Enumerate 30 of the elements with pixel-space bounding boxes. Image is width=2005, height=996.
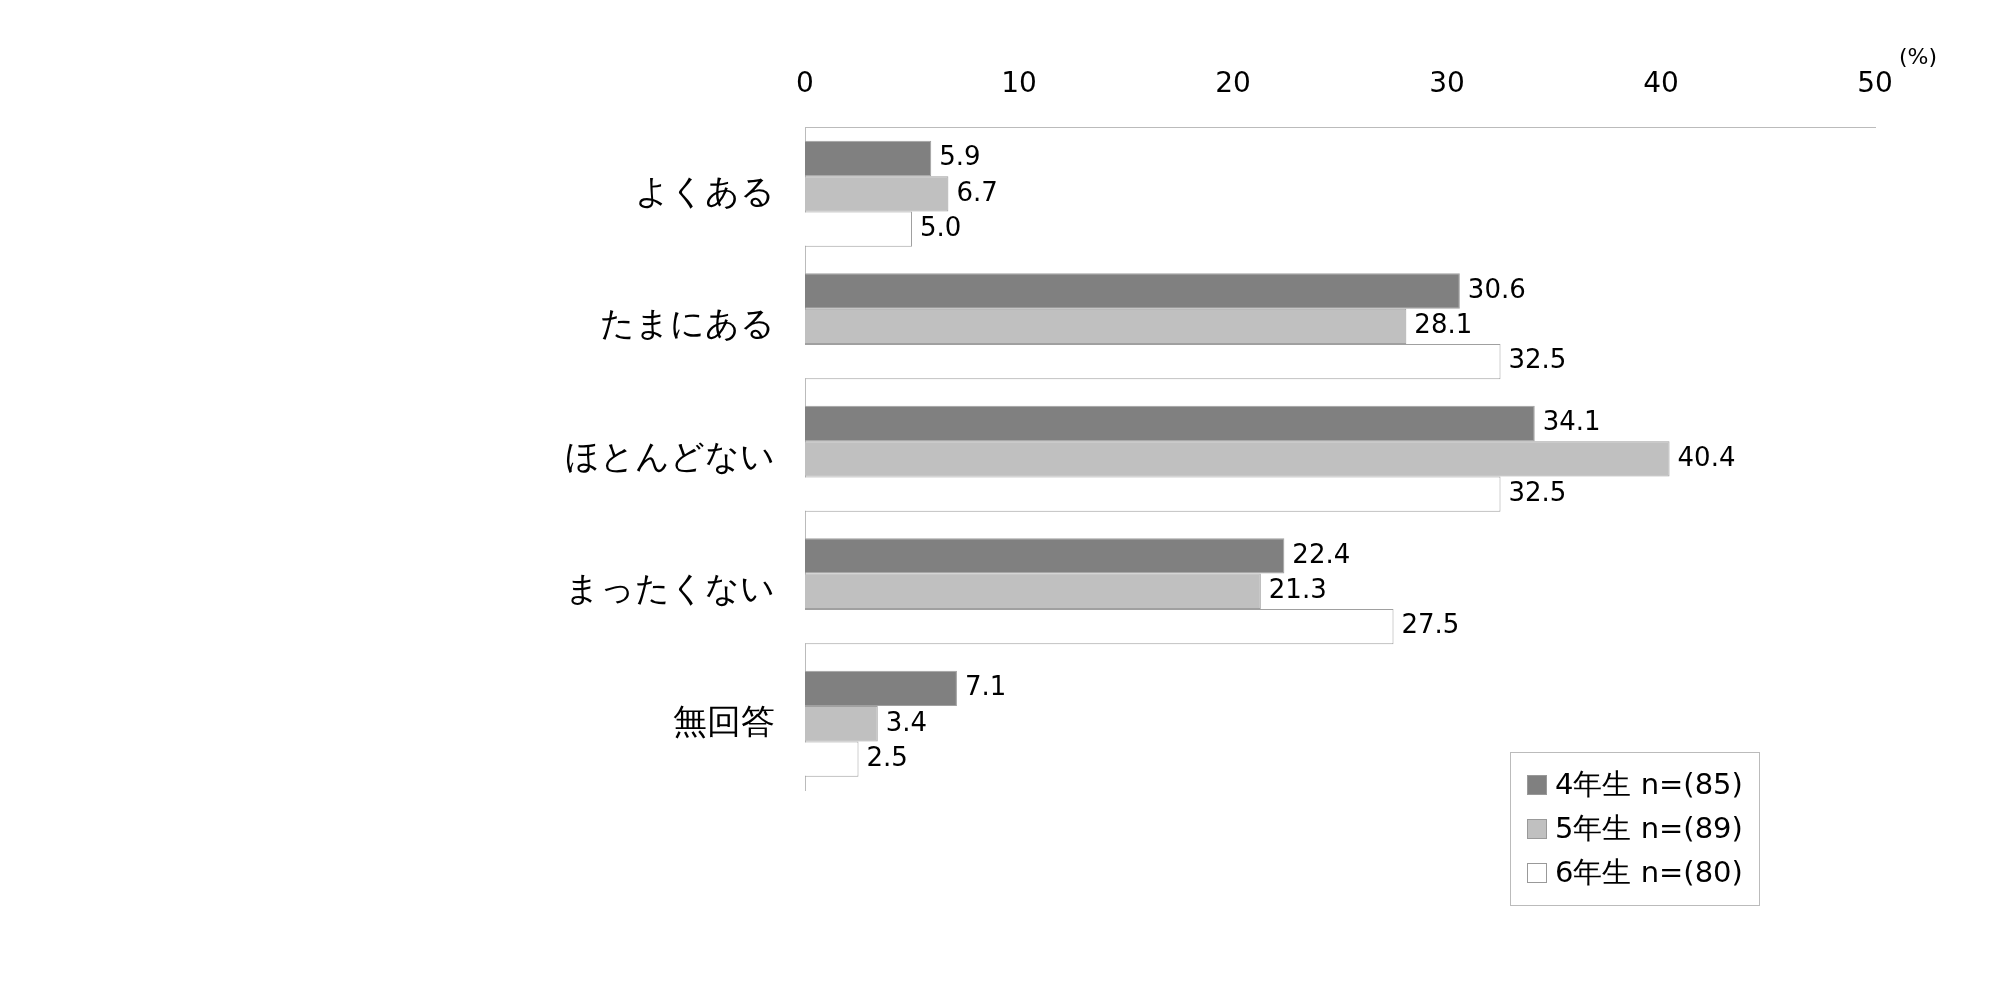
x-tick-label: 50: [1857, 66, 1893, 100]
data-label: 6.7: [956, 176, 998, 207]
data-label: 30.6: [1467, 273, 1526, 304]
x-axis-title: (%): [1899, 43, 1938, 69]
x-tick-label: 20: [1215, 66, 1251, 100]
data-label: 40.4: [1677, 441, 1736, 472]
legend-label: 4年生 n=(85): [1555, 766, 1743, 803]
x-tick-label: 0: [796, 66, 814, 100]
data-label: 28.1: [1414, 309, 1473, 340]
data-label: 5.9: [939, 141, 981, 172]
x-tick-label: 30: [1429, 66, 1465, 100]
text: 6年生 n=(80): [1555, 854, 1743, 891]
y-tick-label: よくある: [635, 170, 775, 211]
data-label: 27.5: [1401, 609, 1460, 640]
data-label: 22.4: [1292, 538, 1351, 569]
data-label: 3.4: [885, 706, 928, 737]
x-tick-label: 40: [1643, 66, 1679, 100]
y-tick-label: たまにある: [600, 303, 775, 344]
data-label: 32.5: [1508, 476, 1567, 507]
data-label: 21.3: [1268, 574, 1327, 605]
x-tick-label: 10: [1001, 66, 1037, 100]
data-label: 2.5: [866, 741, 908, 772]
y-tick-label: まったくない: [565, 568, 775, 609]
y-tick-label: 無回答: [673, 700, 775, 741]
data-label: 7.1: [964, 671, 1007, 702]
legend-label: 5年生 n=(89): [1555, 810, 1743, 847]
y-tick-label: ほとんどない: [565, 435, 775, 476]
data-label: 5.0: [920, 211, 962, 242]
data-label: 32.5: [1508, 344, 1567, 375]
data-label: 34.1: [1542, 406, 1601, 437]
